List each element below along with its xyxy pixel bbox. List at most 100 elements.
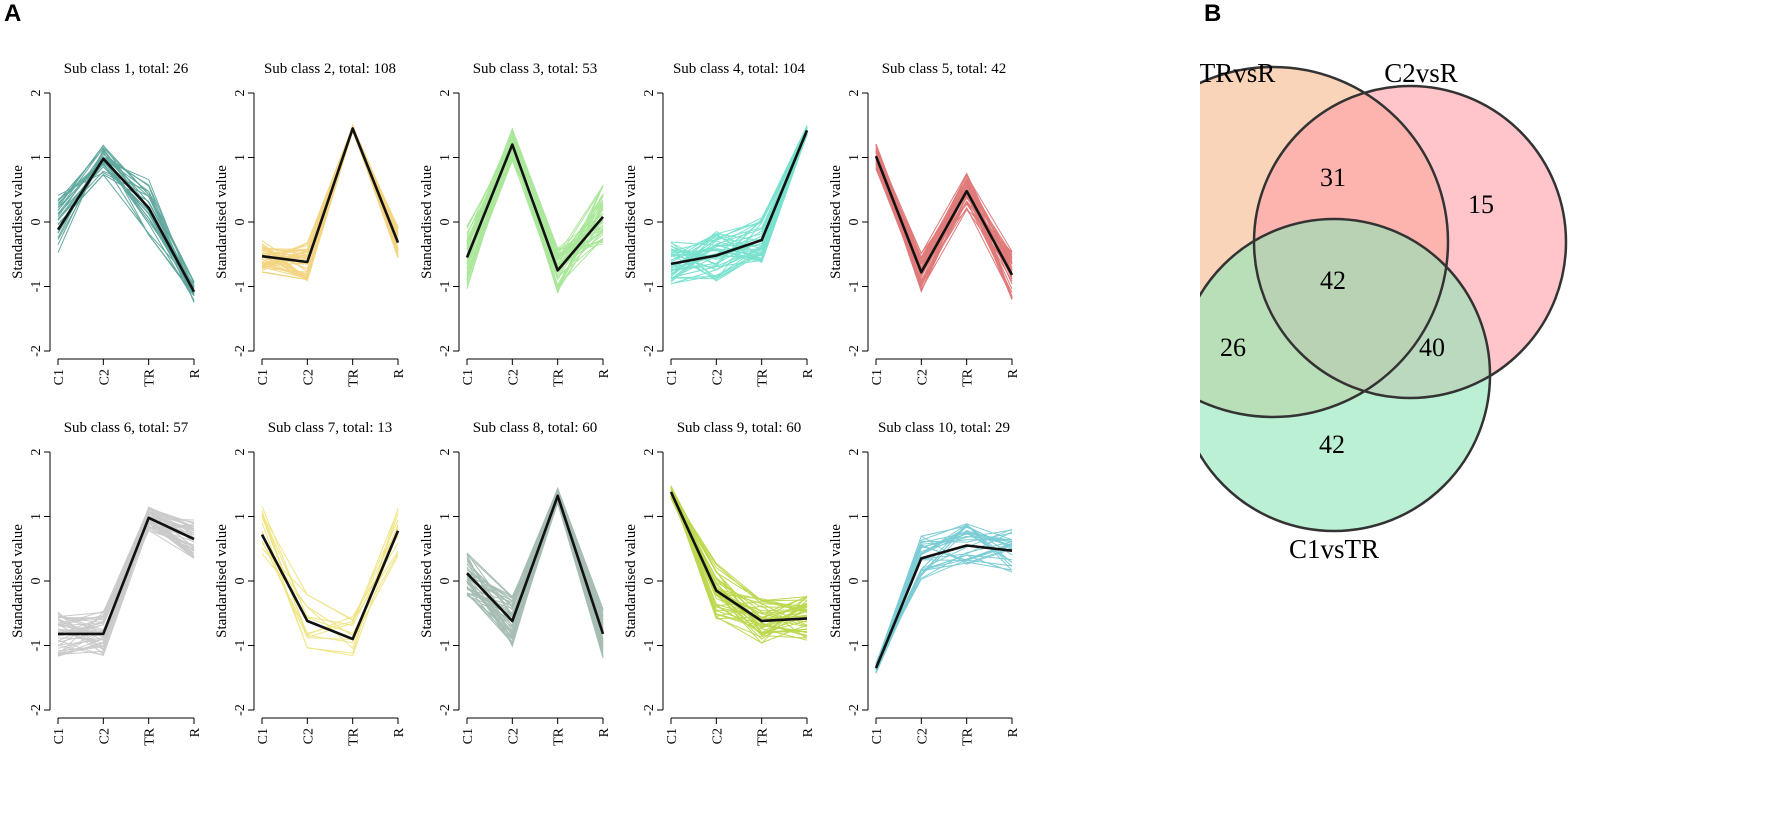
venn-set-label: C2vsR [1384,58,1458,88]
y-tick-label: -2 [642,704,657,716]
member-line [261,526,399,634]
x-tick-label: TR [756,727,771,746]
y-tick-label: -2 [847,704,862,716]
y-tick-label: -1 [847,640,862,652]
x-tick-label: C2 [710,728,725,744]
member-line [57,150,195,294]
member-line [875,532,1013,672]
panel-label-b: B [1204,0,1222,27]
y-tick-label: -2 [233,704,248,716]
y-tick-label: 0 [847,578,862,585]
centroid-line [261,127,400,264]
y-tick-label: -1 [29,281,44,293]
y-tick-label: 2 [438,449,453,456]
member-line [875,539,1013,670]
x-tick-label: TR [347,368,362,387]
member-line [670,496,808,611]
x-tick-label: C1 [461,369,476,385]
x-tick-label: R [801,368,816,378]
member-line [57,144,195,293]
member-line [466,129,604,265]
member-line [466,140,604,294]
y-tick-label: 1 [29,154,44,161]
x-tick-label: TR [143,368,158,387]
y-tick-label: -1 [233,640,248,652]
chart-title: Sub class 8, total: 60 [473,420,598,436]
y-tick-label: -2 [642,345,657,357]
x-tick-label: TR [961,368,976,387]
x-tick-label: C1 [461,728,476,744]
chart-panel-5: Sub class 5, total: 42 -2 -1 0 1 2 Standardise… [828,61,1021,387]
x-tick-label: TR [552,368,567,387]
small-multiples-line-charts: Sub class 1, total: 26 -2 -1 0 1 2 Standardise… [10,61,1021,746]
member-line [670,493,808,620]
member-line [670,128,808,270]
chart-panel-1: Sub class 1, total: 26 -2 -1 0 1 2 Standardise… [10,61,203,387]
chart-title: Sub class 6, total: 57 [64,420,189,436]
y-axis-label: Standardised value [828,165,844,279]
x-tick-label: C1 [52,369,67,385]
centroid-line [874,155,1014,276]
centroid-line [466,494,605,635]
member-line [466,490,604,647]
venn-region-count: 31 [1320,163,1346,192]
member-line [261,124,399,266]
chart-panel-3: Sub class 3, total: 53 -2 -1 0 1 2 Standardise… [419,61,612,387]
chart-title: Sub class 5, total: 42 [882,61,1007,77]
chart-panel-4: Sub class 4, total: 104 -2 -1 0 1 2 Standardis… [623,61,816,387]
y-tick-label: 2 [233,449,248,456]
member-profiles [57,144,195,303]
y-tick-label: -2 [233,345,248,357]
member-line [466,127,604,257]
x-tick-label: C1 [665,369,680,385]
member-line [670,492,808,608]
member-line [670,130,808,266]
venn-outline-trvsr [1200,65,1450,419]
x-tick-label: R [392,727,407,737]
member-line [670,488,808,634]
x-tick-label: C1 [52,728,67,744]
y-tick-label: 0 [438,219,453,226]
venn-circle-c1vstr [1200,219,1490,531]
x-tick-label: TR [347,727,362,746]
member-line [466,501,604,658]
y-tick-label: 0 [233,219,248,226]
y-tick-label: 1 [847,513,862,520]
x-tick-label: R [597,727,612,737]
y-tick-label: 0 [438,578,453,585]
panel-label-a: A [4,0,22,27]
member-profiles [670,485,808,645]
member-line [57,507,195,647]
x-tick-label: C1 [870,728,885,744]
centroid-line [874,544,1013,669]
chart-panel-9: Sub class 9, total: 60 -2 -1 0 1 2 Standardise… [623,420,816,746]
x-tick-label: C2 [506,369,521,385]
y-tick-label: 1 [642,154,657,161]
venn-set-label: C1vsTR [1289,534,1379,564]
centroid-line [465,143,604,272]
y-tick-label: 0 [642,219,657,226]
member-line [875,529,1013,666]
venn-region-count: 40 [1419,333,1445,362]
y-tick-label: 1 [233,154,248,161]
x-tick-label: R [1006,727,1021,737]
member-line [670,126,808,246]
y-axis-label: Standardised value [10,165,26,279]
member-line [466,487,604,610]
x-tick-label: C2 [710,369,725,385]
y-tick-label: 0 [233,578,248,585]
chart-title: Sub class 4, total: 104 [673,61,806,77]
member-line [670,498,808,619]
member-profiles [875,143,1013,300]
y-tick-label: 1 [438,154,453,161]
member-line [670,494,808,607]
y-axis-label: Standardised value [214,165,230,279]
chart-panel-2: Sub class 2, total: 108 -2 -1 0 1 2 Standardis… [214,61,407,387]
x-tick-label: C2 [301,369,316,385]
y-axis-label: Standardised value [828,524,844,638]
member-line [57,173,195,288]
y-tick-label: -2 [29,345,44,357]
x-tick-label: R [392,368,407,378]
member-profiles [875,523,1013,674]
